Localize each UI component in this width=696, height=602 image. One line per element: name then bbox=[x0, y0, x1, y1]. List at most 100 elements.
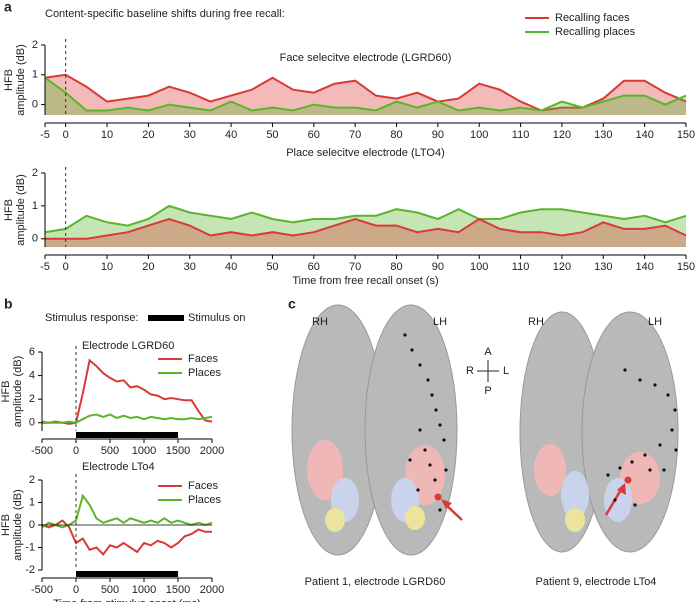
x-tick-label: 90 bbox=[432, 261, 444, 273]
x-tick-label: 70 bbox=[349, 261, 361, 273]
line bbox=[41, 493, 213, 529]
caption: Patient 1, electrode LGRD60 bbox=[305, 576, 446, 588]
area bbox=[45, 219, 686, 247]
y-tick-label: -2 bbox=[25, 564, 35, 576]
x-tick-label: 10 bbox=[101, 129, 113, 141]
brain-right bbox=[519, 311, 679, 553]
chart-title: Electrode LTo4 bbox=[82, 461, 155, 473]
y-axis-label: amplitude (dB) bbox=[15, 44, 27, 116]
chart-title: Face selecitve electrode (LGRD60) bbox=[280, 52, 452, 64]
area bbox=[45, 74, 686, 115]
y-tick-label: 6 bbox=[29, 346, 35, 358]
y-tick-label: 1 bbox=[32, 200, 38, 212]
brain-left bbox=[291, 304, 463, 556]
x-tick-label: 0 bbox=[73, 584, 79, 596]
x-tick-label: 120 bbox=[553, 261, 571, 273]
y-axis-label: HFB bbox=[3, 69, 15, 91]
x-tick-label: 500 bbox=[101, 445, 119, 457]
compass-label: R bbox=[466, 365, 474, 377]
x-tick-label: 500 bbox=[101, 584, 119, 596]
line bbox=[45, 217, 687, 240]
x-tick-label: 1000 bbox=[132, 445, 156, 457]
stimulus-label: Stimulus on bbox=[188, 312, 245, 324]
panel-label: c bbox=[288, 296, 296, 312]
chart-title: Electrode LGRD60 bbox=[82, 340, 174, 352]
x-tick-label: 1500 bbox=[166, 584, 190, 596]
x-tick-label: 0 bbox=[73, 445, 79, 457]
y-tick-label: -1 bbox=[25, 541, 35, 553]
compass-label: P bbox=[484, 385, 491, 397]
y-tick-label: 0 bbox=[32, 98, 38, 110]
x-tick-label: 120 bbox=[553, 129, 571, 141]
x-tick-label: 50 bbox=[266, 261, 278, 273]
compass-label: L bbox=[503, 365, 509, 377]
panel-label: b bbox=[4, 296, 13, 312]
x-tick-label: 140 bbox=[635, 261, 653, 273]
y-tick-label: 2 bbox=[32, 167, 38, 179]
y-axis-label: HFB bbox=[0, 514, 12, 536]
y-tick-label: 0 bbox=[32, 233, 38, 245]
x-tick-label: 1500 bbox=[166, 445, 190, 457]
x-tick-label: 100 bbox=[470, 261, 488, 273]
compass bbox=[477, 360, 499, 382]
x-tick-label: 40 bbox=[225, 261, 237, 273]
y-tick-label: 1 bbox=[32, 69, 38, 81]
legend-label: Places bbox=[188, 494, 222, 506]
x-tick-label: 40 bbox=[225, 129, 237, 141]
x-tick-label: -5 bbox=[40, 261, 50, 273]
hemisphere-label: LH bbox=[648, 316, 662, 328]
hemisphere-label: RH bbox=[312, 316, 328, 328]
y-axis-label: amplitude (dB) bbox=[15, 174, 27, 246]
x-tick-label: 2000 bbox=[200, 584, 224, 596]
legend-label: Recalling faces bbox=[555, 12, 630, 24]
stimulus-swatch bbox=[148, 315, 184, 321]
y-tick-label: 2 bbox=[32, 39, 38, 51]
x-tick-label: 20 bbox=[142, 261, 154, 273]
x-tick-label: 150 bbox=[677, 261, 695, 273]
line bbox=[44, 204, 687, 234]
chart-title: Place selecitve electrode (LTO4) bbox=[286, 147, 445, 159]
compass-label: A bbox=[484, 346, 492, 358]
x-tick-label: 0 bbox=[63, 129, 69, 141]
electrodes bbox=[403, 333, 678, 512]
area bbox=[45, 205, 686, 247]
y-axis-label: amplitude (dB) bbox=[12, 489, 24, 561]
y-axis-label: HFB bbox=[0, 381, 12, 403]
x-tick-label: -5 bbox=[40, 129, 50, 141]
y-axis-label: amplitude (dB) bbox=[12, 356, 24, 428]
line bbox=[44, 76, 687, 112]
x-tick-label: 100 bbox=[470, 129, 488, 141]
x-tick-label: 10 bbox=[101, 261, 113, 273]
header: Content-specific baseline shifts during … bbox=[45, 8, 285, 20]
x-tick-label: 130 bbox=[594, 129, 612, 141]
x-tick-label: 0 bbox=[63, 261, 69, 273]
legend-label: Recalling places bbox=[555, 26, 636, 38]
y-tick-label: 2 bbox=[29, 393, 35, 405]
y-tick-label: 2 bbox=[29, 474, 35, 486]
x-tick-label: 80 bbox=[390, 129, 402, 141]
x-tick-label: 80 bbox=[390, 261, 402, 273]
x-tick-label: 1000 bbox=[132, 584, 156, 596]
line bbox=[41, 519, 212, 556]
stimulus-bar bbox=[76, 432, 178, 438]
y-tick-label: 0 bbox=[29, 519, 35, 531]
y-tick-label: 0 bbox=[29, 417, 35, 429]
x-tick-label: 2000 bbox=[200, 445, 224, 457]
x-tick-label: -500 bbox=[31, 445, 53, 457]
y-tick-label: 4 bbox=[29, 369, 35, 381]
hemisphere-label: RH bbox=[528, 316, 544, 328]
legend-label: Places bbox=[188, 367, 222, 379]
y-axis-label: HFB bbox=[3, 199, 15, 221]
x-tick-label: 150 bbox=[677, 129, 695, 141]
x-axis-label: Time from free recall onset (s) bbox=[292, 275, 438, 287]
line bbox=[42, 358, 213, 425]
y-tick-label: 1 bbox=[29, 496, 35, 508]
x-tick-label: 60 bbox=[308, 129, 320, 141]
x-tick-label: 110 bbox=[512, 129, 530, 141]
x-tick-label: 30 bbox=[184, 261, 196, 273]
x-tick-label: 90 bbox=[432, 129, 444, 141]
x-axis-label: Time from stimulus onset (ms) bbox=[53, 598, 201, 602]
x-tick-label: 110 bbox=[512, 261, 530, 273]
x-tick-label: 140 bbox=[635, 129, 653, 141]
